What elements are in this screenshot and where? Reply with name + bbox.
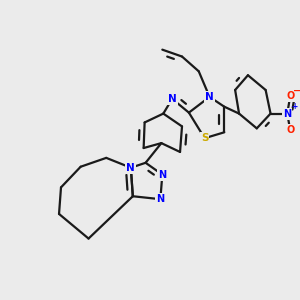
Text: N: N — [205, 92, 214, 102]
Text: N: N — [156, 194, 164, 204]
Text: N: N — [127, 163, 135, 173]
Text: N: N — [283, 109, 291, 118]
Text: S: S — [201, 133, 208, 143]
Text: O: O — [286, 91, 294, 101]
Text: N: N — [158, 169, 166, 180]
Text: O: O — [286, 125, 294, 135]
Text: −: − — [293, 86, 300, 96]
Text: N: N — [168, 94, 176, 104]
Text: +: + — [291, 102, 297, 111]
